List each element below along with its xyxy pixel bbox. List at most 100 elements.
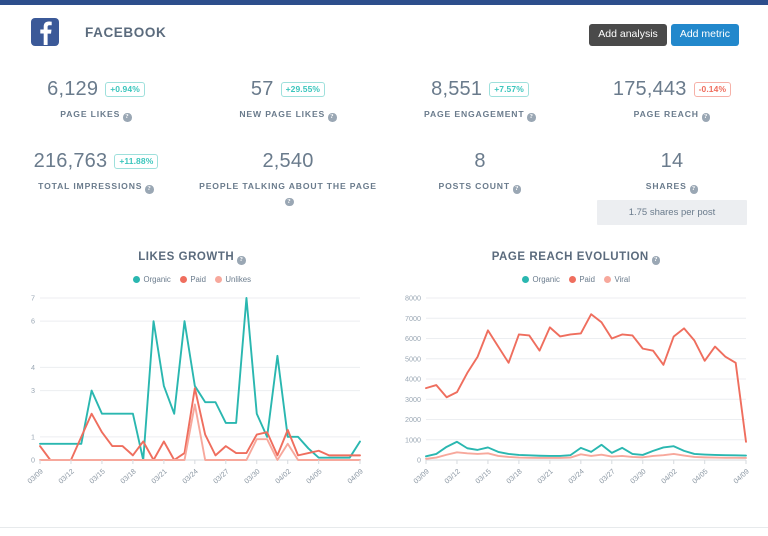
legend-label: Viral: [614, 274, 630, 284]
metric-label-text: SHARES: [645, 181, 687, 191]
legend-dot-icon: [568, 275, 576, 283]
chart-page-reach-evolution: PAGE REACH EVOLUTION? Organic Paid Viral…: [384, 240, 768, 520]
question-icon[interactable]: ?: [512, 185, 522, 194]
metric-value: 14: [660, 149, 684, 172]
legend-dot-icon: [214, 275, 222, 283]
metric-label-text: PAGE LIKES: [60, 109, 121, 119]
svg-text:8000: 8000: [405, 294, 421, 303]
legend-label: Unlikes: [225, 274, 251, 284]
metric-label: PAGE REACH?: [576, 108, 768, 122]
question-icon[interactable]: ?: [145, 185, 154, 194]
question-icon[interactable]: ?: [689, 185, 699, 194]
metric-value: 8: [474, 149, 486, 172]
metric-value-row: 57 +29.55%: [192, 76, 384, 102]
svg-text:2000: 2000: [405, 415, 421, 424]
metric-delta-badge: +7.57%: [489, 81, 529, 97]
metric-value-row: 175,443 -0.14%: [576, 76, 768, 102]
chart-legend: Organic Paid Unlikes: [0, 275, 384, 284]
shares-per-post-note: 1.75 shares per post: [597, 200, 747, 225]
legend-item-organic[interactable]: Organic: [133, 275, 171, 284]
svg-text:4: 4: [31, 363, 35, 372]
metric-label: SHARES?: [576, 180, 768, 194]
metric-label-text: TOTAL IMPRESSIONS: [38, 181, 143, 191]
svg-text:04/09: 04/09: [345, 467, 364, 486]
chart-title: PAGE REACH EVOLUTION?: [384, 251, 768, 265]
metric-label: PAGE LIKES?: [0, 108, 192, 122]
metrics-row-2: 216,763 +11.88% TOTAL IMPRESSIONS? 2,540…: [0, 148, 768, 225]
svg-text:1: 1: [31, 432, 35, 441]
legend-item-paid[interactable]: Paid: [568, 274, 595, 284]
metric-value: 8,551: [431, 77, 483, 100]
legend-label: Organic: [143, 274, 171, 284]
question-icon[interactable]: ?: [328, 113, 337, 122]
chart-title-text: PAGE REACH EVOLUTION: [491, 251, 649, 263]
metric-shares[interactable]: 14 SHARES? 1.75 shares per post: [576, 148, 768, 225]
metric-delta-badge: -0.14%: [693, 81, 732, 97]
metric-value-row: 216,763 +11.88%: [0, 148, 192, 174]
metric-value-row: 8,551 +7.57%: [384, 76, 576, 102]
chart-plot-area: 0 1000 2000 3000 4000 5000 6000 7000 8000 03/09 03…: [384, 288, 768, 518]
metric-page-reach[interactable]: 175,443 -0.14% PAGE REACH?: [576, 76, 768, 122]
metric-value: 57: [250, 77, 274, 100]
svg-text:03/18: 03/18: [504, 467, 523, 486]
question-icon[interactable]: ?: [237, 256, 246, 265]
metric-label: PAGE ENGAGEMENT?: [384, 108, 576, 122]
metric-label: PEOPLE TALKING ABOUT THE PAGE?: [192, 180, 384, 207]
metric-page-engagement[interactable]: 8,551 +7.57% PAGE ENGAGEMENT?: [384, 76, 576, 122]
metric-value-row: 14: [576, 148, 768, 174]
legend-item-unlikes[interactable]: Unlikes: [214, 274, 251, 284]
chart-title-text: LIKES GROWTH: [138, 251, 235, 263]
question-icon[interactable]: ?: [123, 113, 132, 122]
metric-label: NEW PAGE LIKES?: [192, 108, 384, 122]
metric-label-text: NEW PAGE LIKES: [239, 109, 326, 119]
metric-value: 2,540: [262, 149, 314, 172]
svg-text:04/02: 04/02: [273, 467, 292, 486]
svg-text:03/12: 03/12: [56, 467, 75, 486]
svg-text:03/18: 03/18: [118, 467, 137, 486]
metric-people-talking-about-the-page[interactable]: 2,540 PEOPLE TALKING ABOUT THE PAGE?: [192, 148, 384, 207]
metric-delta-badge: +29.55%: [280, 81, 326, 97]
svg-text:04/05: 04/05: [304, 467, 323, 486]
svg-text:03/21: 03/21: [149, 467, 168, 486]
svg-text:3: 3: [31, 386, 35, 395]
page-header: FACEBOOK Add analysis Add metric: [0, 5, 768, 53]
metric-label-text: PAGE REACH: [633, 109, 699, 119]
facebook-logo-icon: [31, 18, 59, 46]
legend-dot-icon: [603, 275, 611, 283]
question-icon[interactable]: ?: [285, 197, 294, 207]
metric-label-text: PEOPLE TALKING ABOUT THE PAGE: [199, 181, 377, 191]
metric-delta-badge: +11.88%: [114, 153, 159, 169]
svg-text:0: 0: [417, 456, 421, 465]
header-actions: Add analysis Add metric: [589, 24, 739, 46]
svg-text:04/05: 04/05: [690, 467, 709, 486]
chart-likes-growth: LIKES GROWTH? Organic Paid Unlikes 0 1 3 4 6…: [0, 240, 384, 520]
metric-posts-count[interactable]: 8 POSTS COUNT?: [384, 148, 576, 206]
top-accent-bar: [0, 0, 768, 5]
legend-item-organic[interactable]: Organic: [522, 275, 560, 284]
add-analysis-button[interactable]: Add analysis: [589, 24, 667, 46]
svg-text:7000: 7000: [405, 314, 421, 323]
question-icon[interactable]: ?: [701, 113, 711, 122]
legend-label: Paid: [190, 274, 206, 284]
question-icon[interactable]: ?: [651, 256, 661, 265]
svg-text:03/27: 03/27: [211, 467, 230, 486]
legend-dot-icon: [179, 275, 187, 283]
svg-text:03/09: 03/09: [25, 467, 44, 486]
svg-text:6000: 6000: [405, 334, 421, 343]
svg-text:7: 7: [31, 294, 35, 303]
metric-label-text: PAGE ENGAGEMENT: [424, 109, 525, 119]
metric-label: POSTS COUNT?: [384, 180, 576, 194]
metric-value-row: 6,129 +0.94%: [0, 76, 192, 102]
metric-new-page-likes[interactable]: 57 +29.55% NEW PAGE LIKES?: [192, 76, 384, 122]
svg-text:6: 6: [31, 317, 35, 326]
question-icon[interactable]: ?: [527, 113, 536, 122]
metric-total-impressions[interactable]: 216,763 +11.88% TOTAL IMPRESSIONS?: [0, 148, 192, 206]
metric-page-likes[interactable]: 6,129 +0.94% PAGE LIKES?: [0, 76, 192, 122]
legend-label: Paid: [579, 274, 595, 284]
chart-plot-area: 0 1 3 4 6 7 03/09 03/12 03/15 03/18 03/21 03/24 03/2…: [0, 288, 384, 518]
add-metric-button[interactable]: Add metric: [670, 24, 739, 46]
legend-item-paid[interactable]: Paid: [179, 274, 206, 284]
metric-delta-badge: +0.94%: [105, 81, 145, 97]
legend-item-viral[interactable]: Viral: [603, 274, 630, 284]
